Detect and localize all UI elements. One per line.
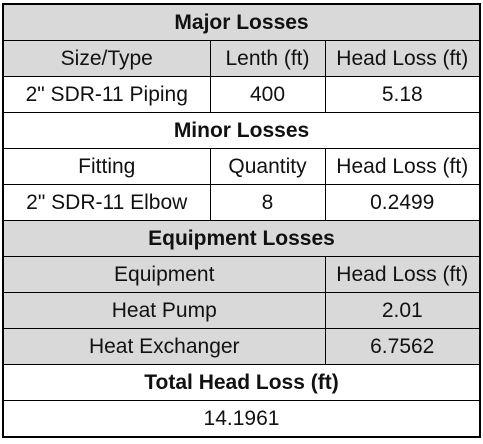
equipment-losses-equipment-cell: Heat Pump: [2, 292, 326, 329]
minor-losses-fitting-cell: 2" SDR-11 Elbow: [2, 184, 211, 221]
equipment-losses-equipment-cell: Heat Exchanger: [2, 328, 326, 365]
equipment-losses-header-row: Equipment Head Loss (ft): [2, 256, 481, 293]
minor-losses-header-row: Fitting Quantity Head Loss (ft): [2, 148, 481, 185]
minor-losses-quantity-cell: 8: [209, 184, 326, 221]
minor-losses-header-quantity: Quantity: [209, 148, 326, 185]
equipment-losses-header-head-loss: Head Loss (ft): [324, 256, 481, 293]
equipment-losses-data-row: Heat Pump 2.01: [2, 292, 481, 329]
head-loss-table: Major Losses Size/Type Lenth (ft) Head L…: [2, 3, 481, 438]
equipment-losses-header-equipment: Equipment: [2, 256, 326, 293]
minor-losses-title: Minor Losses: [2, 112, 481, 149]
equipment-losses-head-loss-cell: 2.01: [324, 292, 481, 329]
major-losses-length-cell: 400: [209, 76, 326, 113]
equipment-losses-title: Equipment Losses: [2, 220, 481, 257]
major-losses-header-row: Size/Type Lenth (ft) Head Loss (ft): [2, 40, 481, 77]
major-losses-header-head-loss: Head Loss (ft): [324, 40, 481, 77]
total-head-loss-value: 14.1961: [2, 400, 481, 438]
equipment-losses-data-row: Heat Exchanger 6.7562: [2, 328, 481, 365]
minor-losses-title-row: Minor Losses: [2, 112, 481, 149]
minor-losses-data-row: 2" SDR-11 Elbow 8 0.2499: [2, 184, 481, 221]
major-losses-header-length: Lenth (ft): [209, 40, 326, 77]
major-losses-title-row: Major Losses: [2, 3, 481, 41]
total-head-loss-title: Total Head Loss (ft): [2, 364, 481, 401]
major-losses-data-row: 2" SDR-11 Piping 400 5.18: [2, 76, 481, 113]
major-losses-size-type-cell: 2" SDR-11 Piping: [2, 76, 211, 113]
total-value-row: 14.1961: [2, 400, 481, 438]
equipment-losses-head-loss-cell: 6.7562: [324, 328, 481, 365]
equipment-losses-title-row: Equipment Losses: [2, 220, 481, 257]
major-losses-head-loss-cell: 5.18: [324, 76, 481, 113]
major-losses-header-size-type: Size/Type: [2, 40, 211, 77]
minor-losses-head-loss-cell: 0.2499: [324, 184, 481, 221]
total-title-row: Total Head Loss (ft): [2, 364, 481, 401]
major-losses-title: Major Losses: [2, 3, 481, 41]
minor-losses-header-head-loss: Head Loss (ft): [324, 148, 481, 185]
minor-losses-header-fitting: Fitting: [2, 148, 211, 185]
head-loss-table-container: Major Losses Size/Type Lenth (ft) Head L…: [2, 3, 481, 438]
